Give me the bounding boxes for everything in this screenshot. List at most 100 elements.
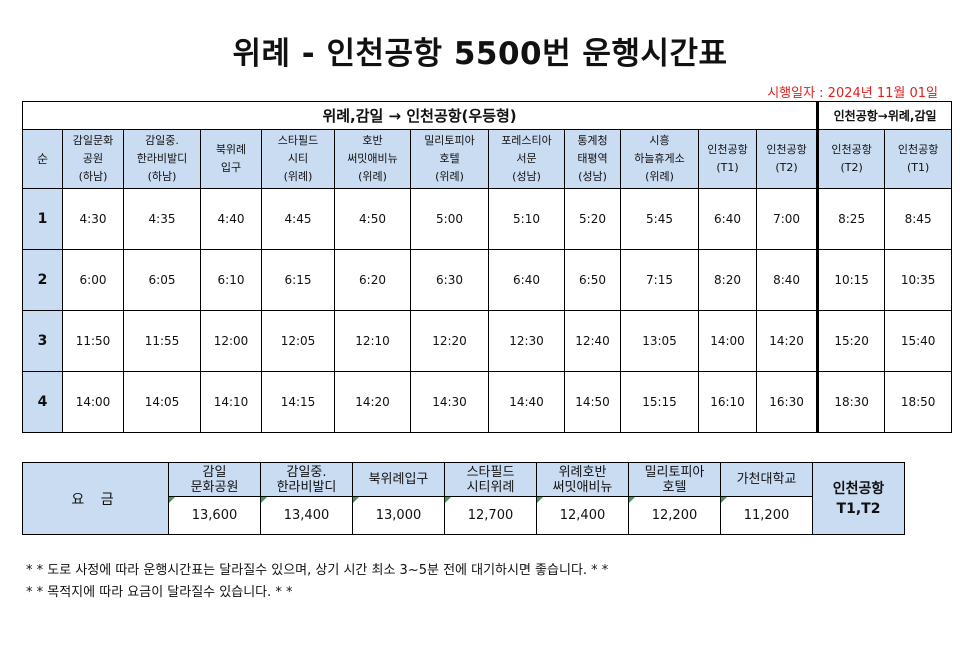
- departure-time: 11:50: [62, 310, 124, 372]
- stop-header-line: 감일중.: [145, 134, 179, 147]
- stop-header-line: (위례): [435, 170, 464, 183]
- departure-time: 5:45: [620, 188, 699, 250]
- fare-table: 요 금 감일 문화공원 감일중. 한라비발디 북위례입구 스타필드 시티위례 위례호반 써밋애비…: [22, 462, 905, 535]
- outbound-section-label: 위례,감일 → 인천공항(우등형): [21, 101, 820, 130]
- stop-header: 호반 써밋애비뉴 (위례): [334, 129, 411, 189]
- departure-time: 14:05: [123, 371, 201, 433]
- trip-number: 4: [22, 371, 63, 433]
- fare-destination-line: 인천공항: [832, 480, 885, 497]
- departure-time: 6:40: [488, 249, 565, 311]
- fare-stop-line: 북위례입구: [368, 472, 429, 487]
- stop-header-line: (T1): [906, 161, 930, 174]
- stop-header: 인천공항 (T1): [698, 129, 757, 189]
- stop-header-line: (T1): [716, 161, 739, 174]
- stop-header-line: (위례): [358, 170, 387, 183]
- fare-stop-line: 밀리토피아: [644, 464, 705, 480]
- stop-header-line: (위례): [283, 170, 313, 183]
- departure-time: 4:45: [261, 188, 335, 250]
- departure-time: 14:50: [564, 371, 621, 433]
- departure-time: 6:40: [698, 188, 757, 250]
- stop-header-line: 밀리토피아: [424, 134, 475, 147]
- trip-number: 1: [22, 188, 63, 250]
- departure-time: 8:25: [817, 188, 886, 250]
- departure-time: 16:10: [698, 371, 757, 433]
- stop-header: 감일중. 한라비발디 (하남): [123, 129, 201, 189]
- departure-time: 14:20: [755, 310, 820, 372]
- fare-price: 12,400: [536, 496, 629, 535]
- departure-time: 18:30: [817, 371, 886, 433]
- stop-header-line: (T2): [775, 161, 798, 174]
- departure-time: 13:05: [620, 310, 699, 372]
- fare-stop-name: 가천대학교: [720, 462, 813, 497]
- departure-time: 14:20: [334, 371, 411, 433]
- departure-time: 16:30: [755, 371, 820, 433]
- page-title: 위례 - 인천공항 5500번 운행시간표: [232, 36, 728, 72]
- trip-row: 2 6:00 6:05 6:10 6:15 6:20 6:30 6:40 6:50 7:15 8:2…: [22, 249, 953, 311]
- stop-header-line: 인천공항: [831, 143, 872, 156]
- stop-header-line: 한라비발디: [136, 152, 188, 165]
- stop-header-line: 서문: [516, 152, 537, 165]
- stop-header-line: 시흥: [649, 134, 670, 147]
- departure-time: 14:15: [261, 371, 335, 433]
- departure-time: 14:30: [410, 371, 489, 433]
- stop-header-line: 하늘휴게소: [634, 152, 685, 165]
- seq-header: 순: [22, 129, 63, 189]
- trip-row: 4 14:00 14:05 14:10 14:15 14:20 14:30 14:40 14:5…: [22, 371, 953, 433]
- stop-header-line: 호반: [362, 134, 383, 147]
- stop-header-line: 입구: [220, 161, 242, 174]
- departure-time: 6:05: [123, 249, 201, 311]
- fare-price: 12,700: [444, 496, 537, 535]
- stop-header-line: 인천공항: [897, 143, 939, 156]
- stop-header-line: (하남): [78, 170, 108, 183]
- stop-header-line: 감일문화: [72, 134, 114, 147]
- fare-stop-line: 시티위례: [466, 479, 515, 495]
- departure-time: 18:50: [884, 371, 953, 433]
- fare-stop-name: 밀리토피아 호텔: [628, 462, 721, 497]
- departure-time: 15:20: [817, 310, 886, 372]
- departure-time: 4:30: [62, 188, 124, 250]
- fare-stop-line: 한라비발디: [276, 479, 337, 495]
- trip-row: 1 4:30 4:35 4:40 4:45 4:50 5:00 5:10 5:20 5:45 6:4…: [22, 188, 953, 250]
- stop-header: 인천공항 (T2): [817, 129, 886, 189]
- departure-time: 6:15: [261, 249, 335, 311]
- stop-header: 포레스티아 서문 (성남): [488, 129, 565, 189]
- stop-header-line: 태평역: [577, 152, 608, 165]
- fare-price: 13,000: [352, 496, 445, 535]
- fare-price: 13,400: [260, 496, 353, 535]
- fare-stop-line: 스타필드: [466, 464, 515, 480]
- departure-time: 12:00: [200, 310, 262, 372]
- fare-stop-name: 감일 문화공원: [168, 462, 261, 497]
- departure-time: 10:15: [817, 249, 886, 311]
- departure-time: 4:40: [200, 188, 262, 250]
- departure-time: 7:00: [755, 188, 820, 250]
- fare-stop-name: 북위례입구: [352, 462, 445, 497]
- fare-stop-name: 감일중. 한라비발디: [260, 462, 353, 497]
- fare-price: 12,200: [628, 496, 721, 535]
- stop-header-line: 스타필드: [277, 134, 319, 147]
- trip-number: 3: [22, 310, 63, 372]
- departure-time: 6:50: [564, 249, 621, 311]
- departure-time: 6:00: [62, 249, 124, 311]
- departure-time: 4:50: [334, 188, 411, 250]
- departure-time: 11:55: [123, 310, 201, 372]
- fare-price: 13,600: [168, 496, 261, 535]
- stop-header: 인천공항 (T1): [884, 129, 953, 189]
- fare-price: 11,200: [720, 496, 813, 535]
- departure-time: 12:10: [334, 310, 411, 372]
- stop-header-line: 공원: [82, 152, 104, 165]
- effective-date: 시행일자 : 2024년 11월 01일: [767, 86, 938, 101]
- stop-header-line: (하남): [147, 170, 177, 183]
- stop-header-line: 호텔: [439, 152, 460, 165]
- departure-time: 8:20: [698, 249, 757, 311]
- departure-time: 5:20: [564, 188, 621, 250]
- stop-header-line: (위례): [645, 170, 674, 183]
- departure-time: 14:10: [200, 371, 262, 433]
- departure-time: 7:15: [620, 249, 699, 311]
- stop-header-line: 인천공항: [766, 143, 807, 156]
- stop-header-line: 시티: [287, 152, 309, 165]
- fare-label: 요 금: [22, 462, 169, 535]
- stop-header-line: 통계청: [577, 134, 608, 147]
